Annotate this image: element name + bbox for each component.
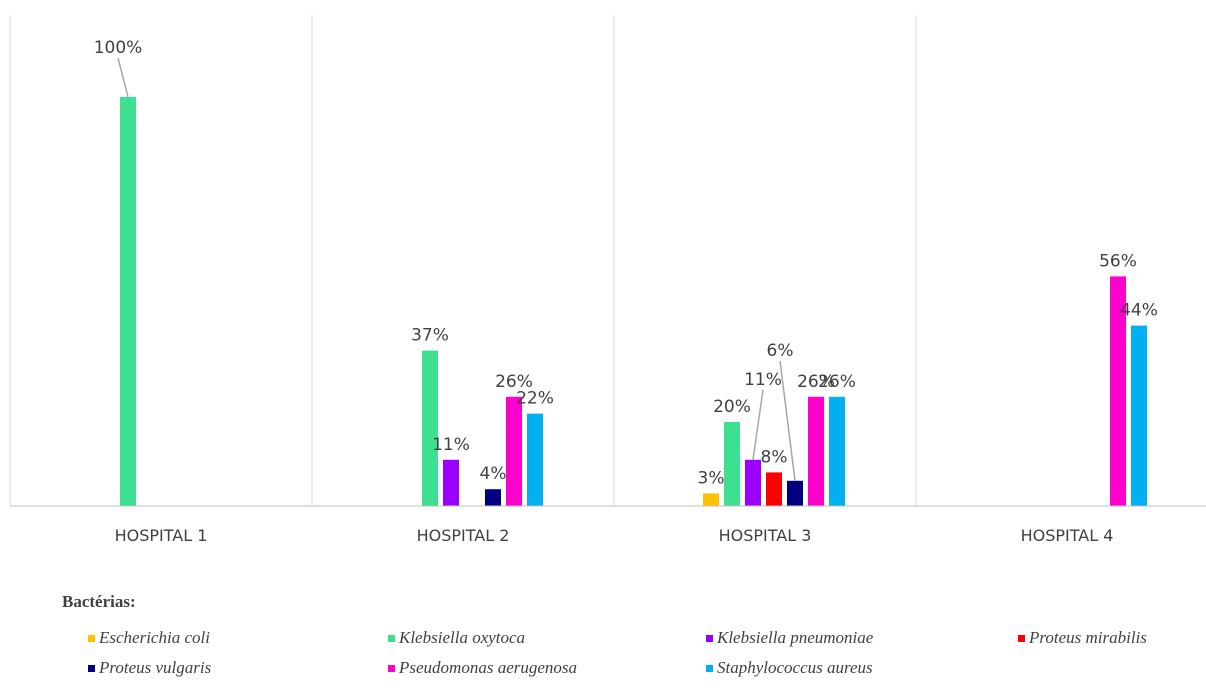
data-label: 11% <box>432 435 470 455</box>
legend-swatch <box>388 634 395 642</box>
bar <box>485 489 501 506</box>
leader-lines <box>117 57 796 481</box>
legend-swatch <box>388 664 395 672</box>
category-label: HOSPITAL 1 <box>115 526 208 545</box>
data-label: 100% <box>94 38 143 58</box>
legend-item: Escherichia coli <box>88 628 210 648</box>
category-separators <box>9 15 917 506</box>
data-label: 8% <box>761 447 788 467</box>
bar <box>829 396 845 506</box>
data-label: 4% <box>480 464 507 484</box>
bar <box>808 396 824 506</box>
bar <box>506 396 522 506</box>
legend-label: Proteus vulgaris <box>99 658 212 677</box>
data-label: 26% <box>797 372 835 392</box>
bar <box>724 422 740 506</box>
bar <box>703 493 719 506</box>
legend-item: Proteus vulgaris <box>88 658 211 678</box>
bar <box>422 350 438 506</box>
data-label: 44% <box>1120 301 1158 321</box>
data-label: 22% <box>516 389 554 409</box>
leader-line <box>779 360 796 481</box>
category-labels: HOSPITAL 1 HOSPITAL 2 HOSPITAL 3 HOSPITAL 4 <box>115 526 1114 545</box>
data-label: 26% <box>495 372 533 392</box>
legend-title: Bactérias: <box>62 592 136 611</box>
legend-swatch <box>88 664 95 672</box>
bar <box>443 459 459 506</box>
bar <box>527 413 543 506</box>
category-label: HOSPITAL 4 <box>1021 526 1114 545</box>
category-label: HOSPITAL 3 <box>719 526 812 545</box>
legend-label: Klebsiella oxytoca <box>399 628 526 647</box>
legend-swatch <box>706 664 713 672</box>
data-label: 3% <box>698 468 725 488</box>
legend-item: Proteus mirabilis <box>1018 628 1147 648</box>
legend-swatch <box>706 634 713 642</box>
bar <box>1110 276 1126 506</box>
bar <box>1131 325 1147 506</box>
legend-swatch <box>1018 634 1025 642</box>
bar <box>120 97 136 506</box>
bar <box>766 472 782 506</box>
legend-item: Klebsiella oxytoca <box>388 628 525 648</box>
category-label: HOSPITAL 2 <box>417 526 510 545</box>
bar <box>787 480 803 506</box>
data-label: 11% <box>744 370 782 390</box>
bar <box>745 459 761 506</box>
bar-chart: 100%37%11%4%26%22%3%20%11%8%6%26%26%56%4… <box>9 15 1206 545</box>
legend-item: Pseudomonas aerugenosa <box>388 658 577 678</box>
bars <box>120 97 1147 506</box>
data-label: 37% <box>411 326 449 346</box>
legend-item: Klebsiella pneumoniae <box>706 628 873 648</box>
legend-label: Staphylococcus aureus <box>717 658 873 677</box>
data-label: 56% <box>1099 251 1137 271</box>
legend-label: Escherichia coli <box>99 628 210 647</box>
legend-swatch <box>88 634 95 642</box>
legend-item: Staphylococcus aureus <box>706 658 873 678</box>
legend-label: Pseudomonas aerugenosa <box>399 658 578 677</box>
leader-line <box>117 57 129 98</box>
data-label: 20% <box>713 397 751 417</box>
data-label: 26% <box>818 372 856 392</box>
legend-label: Klebsiella pneumoniae <box>717 628 874 647</box>
data-label: 6% <box>767 341 794 361</box>
leader-line <box>752 389 764 460</box>
legend-label: Proteus mirabilis <box>1029 628 1147 647</box>
data-labels: 100%37%11%4%26%22%3%20%11%8%6%26%26%56%4… <box>94 38 1158 488</box>
